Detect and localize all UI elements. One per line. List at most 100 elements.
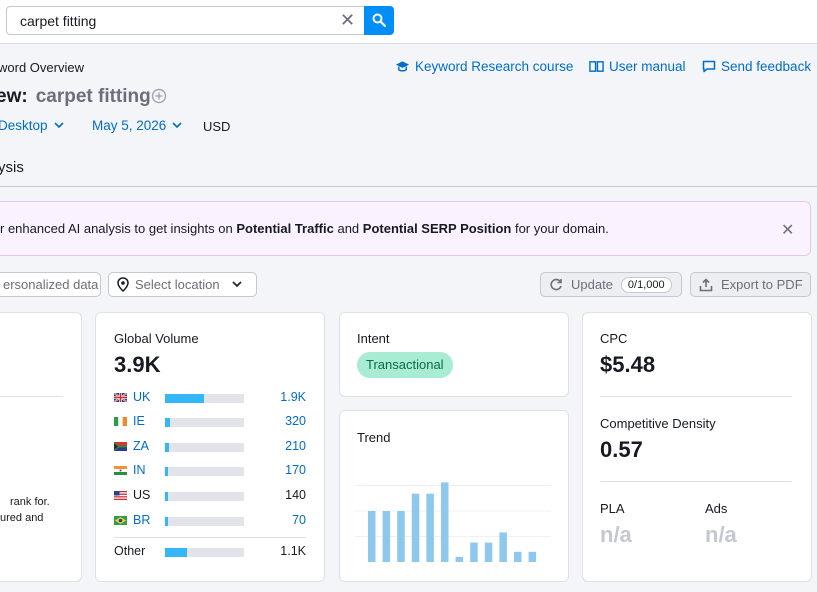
add-circle-icon[interactable] [151,88,167,104]
personalized-data-label: ersonalized data [3,277,99,292]
country-volume: 320 [285,414,306,428]
trend-label: Trend [357,430,391,445]
clear-search-icon[interactable]: ✕ [340,10,356,30]
country-bar-track [165,443,244,452]
country-bar-fill [165,394,204,403]
banner-text-part: for your domain. [511,221,609,236]
trend-bar [514,551,522,562]
country-code: IE [133,414,145,428]
trend-chart [355,482,551,562]
intent-badge: Transactional [357,352,453,378]
send-feedback-label: Send feedback [721,59,812,74]
search-input[interactable]: carpet fitting ✕ [6,6,364,35]
country-bar-track [165,467,244,476]
update-button[interactable]: Update 0/1,000 [540,272,682,297]
india-flag-icon [114,466,127,475]
country-bar-track [165,517,244,526]
global-volume-value: 3.9K [114,352,161,377]
country-code: BR [133,513,151,527]
other-row: Other 1.1K [114,544,309,560]
banner-close-icon[interactable]: ✕ [781,222,795,239]
competitive-density-label: Competitive Density [600,416,716,431]
location-pin-icon [117,277,129,292]
send-feedback-link[interactable]: Send feedback [702,59,811,74]
ai-analysis-banner [0,201,811,256]
page-title-keyword: carpet fitting [35,86,151,107]
cpc-divider [600,396,792,397]
cpc-card [582,312,812,582]
country-row-br[interactable]: BR 70 [114,513,309,529]
date-filter[interactable]: May 5, 2026 [92,118,182,133]
book-icon [589,61,604,72]
page-title: ew: carpet fitting [0,86,151,108]
personalized-data-button[interactable]: ersonalized data [0,272,101,297]
trend-bar [397,511,405,562]
device-filter[interactable]: Desktop [0,118,64,133]
location-select[interactable]: Select location [108,272,257,297]
country-row-uk[interactable]: UK 1.9K [114,390,309,406]
trend-bar [484,542,493,562]
country-volume: 140 [285,488,306,502]
country-code: ZA [133,439,149,453]
cpc-label: CPC [600,331,628,346]
country-row-us[interactable]: US 140 [114,488,309,504]
left-card-text-line: rank for. [10,496,50,508]
other-value: 1.1K [280,544,306,558]
refresh-icon [550,278,562,290]
other-divider [114,537,306,538]
banner-text-part: r enhanced AI analysis to get insights o… [0,221,237,236]
user-manual-label: User manual [609,59,686,74]
trend-bar [470,542,478,562]
update-label: Update [571,277,613,292]
cpc-value: $5.48 [600,352,656,377]
trend-bar [499,532,507,562]
banner-bold-traffic: Potential Traffic [236,221,334,236]
country-bar-track [165,492,244,501]
left-card-text: rank for. ured and [0,494,50,526]
export-icon [699,277,713,291]
search-button[interactable] [364,6,394,35]
pla-value: n/a [600,522,632,547]
trend-bar [441,482,449,562]
country-volume: 210 [285,439,306,453]
user-manual-link[interactable]: User manual [589,59,686,74]
country-bar-fill [165,418,170,427]
feedback-icon [702,60,716,73]
update-count-badge: 0/1,000 [620,276,672,293]
country-row-in[interactable]: IN 170 [114,463,309,479]
currency-label: USD [203,119,231,134]
breadcrumb: word Overview [0,60,84,75]
trend-bar [426,493,434,562]
export-to-pdf-label: Export to PDF [721,277,803,292]
keyword-research-course-link[interactable]: Keyword Research course [395,59,573,74]
global-volume-label: Global Volume [114,331,199,346]
intent-label: Intent [357,331,390,346]
banner-text: r enhanced AI analysis to get insights o… [0,221,609,236]
other-label: Other [114,544,146,558]
export-to-pdf-button[interactable]: Export to PDF [690,272,811,297]
country-code: IN [133,463,146,477]
left-card [0,312,82,582]
tab-analysis[interactable]: ysis [0,159,24,176]
banner-bold-serp: Potential SERP Position [362,221,512,236]
country-row-za[interactable]: ZA 210 [114,439,309,455]
country-bar-fill [165,517,168,526]
search-input-value: carpet fitting [20,13,97,29]
country-bar-track [165,394,244,403]
trend-bar [368,511,376,562]
competitive-density-value: 0.57 [600,437,643,462]
graduation-cap-icon [395,61,410,72]
ads-value: n/a [705,522,737,547]
chevron-down-icon [231,281,242,288]
banner-text-part: and [333,221,363,236]
device-filter-value: Desktop [0,118,48,133]
country-volume: 170 [285,463,306,477]
other-bar-track [165,548,244,557]
ireland-flag-icon [114,417,127,426]
ads-label: Ads [705,501,728,516]
pla-label: PLA [600,501,625,516]
us-flag-icon [114,491,127,500]
chevron-down-icon [172,122,182,129]
left-card-divider [0,396,63,397]
country-row-ie[interactable]: IE 320 [114,414,309,430]
